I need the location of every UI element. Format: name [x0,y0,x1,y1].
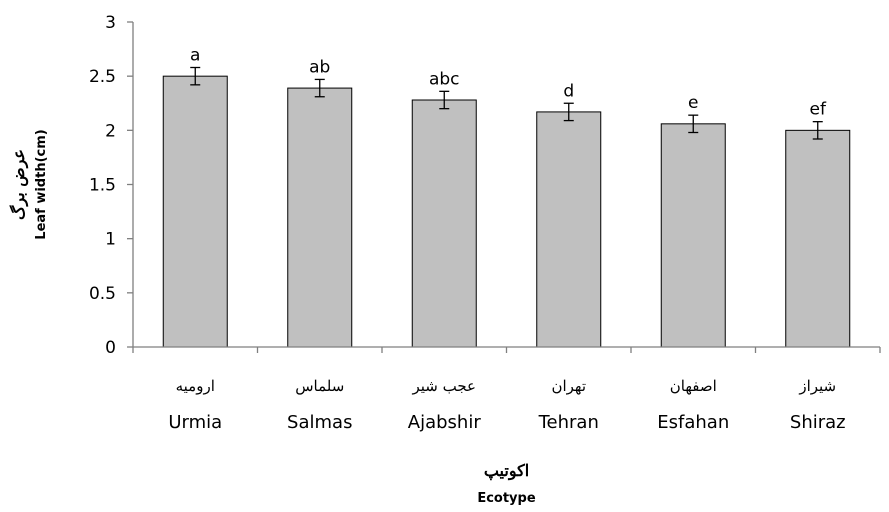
x-category-label-persian: تهران [551,377,586,395]
bar [660,123,726,348]
x-axis: ارومیه Urmia سلماس Salmas عجب شیر Ajabshir تهر… [132,346,881,433]
bar [287,87,353,348]
y-tick-label: 2 [105,121,116,141]
y-tick-label: 0 [105,338,116,358]
x-category-label: Esfahan [657,412,729,433]
y-tick-label: 1.5 [89,176,116,196]
x-category-label: Ajabshir [408,412,482,433]
y-axis: 0 0.5 1 1.5 2 2.5 3 [89,13,134,358]
x-category-label-persian: سلماس [295,377,344,395]
significance-label: abc [429,69,460,89]
significance-label: a [190,46,200,66]
bar [536,111,602,348]
bar [785,129,851,348]
y-tick-label: 3 [105,13,116,33]
significance-label: e [688,93,698,113]
x-category-label: Shiraz [790,412,846,433]
significance-label: d [563,81,574,101]
y-tick-label: 2.5 [89,67,116,87]
x-axis-title-persian: اکوتیپ [484,461,529,481]
x-category-label-persian: شیراز [798,377,836,395]
bar [411,99,477,348]
y-axis-title-english: Leaf width(cm) [34,129,49,239]
y-tick-label: 1 [105,230,116,250]
significance-label: ef [810,100,827,120]
x-category-label: Salmas [287,412,352,433]
bars: a ab abc d e ef [162,46,851,348]
x-category-label: Tehran [538,412,599,433]
y-axis-title-persian: عرض برگ [9,149,29,220]
significance-label: ab [309,57,330,77]
x-axis-title-english: Ecotype [477,491,536,506]
bar [162,75,228,348]
x-category-label: Urmia [168,412,222,433]
x-category-label-persian: عجب شیر [411,377,476,395]
x-category-label-persian: اصفهان [670,377,717,395]
x-category-label-persian: ارومیه [176,377,215,395]
y-tick-label: 0.5 [89,284,116,304]
